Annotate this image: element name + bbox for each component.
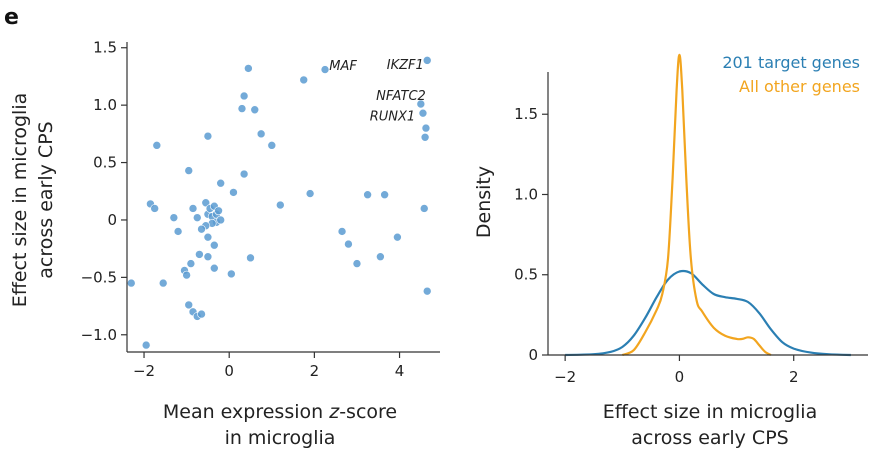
scatter-point [216,215,225,225]
scatter-point [344,239,353,249]
density-lines [565,53,851,357]
gene-annotation: NFATC2 [376,89,426,104]
scatter-y-tick-label: −0.5 [81,268,117,286]
scatter-point [237,104,247,113]
scatter-y-tick-label: 1.0 [93,96,117,114]
scatter-point [184,300,194,310]
density-y-tick-label: 1.0 [514,185,538,203]
scatter-point [239,91,249,101]
scatter-point [244,64,253,73]
scatter-point [305,189,315,198]
scatter-y-tick-label: −1.0 [81,326,117,344]
density-ticks: −2 0 2 0 0.5 1.0 1.5 [514,105,798,386]
scatter-point [186,259,196,268]
scatter-x-label-part1: Mean expression [163,401,329,423]
scatter-x-tick-label: 4 [395,362,405,380]
density-plot: −2 0 2 0 0.5 1.0 1.5 201 target genes All othe… [473,53,868,449]
scatter-point [267,141,277,150]
scatter-point [422,56,432,65]
density-y-label: Density [473,166,495,238]
scatter-points [126,56,432,350]
scatter-point [203,252,213,262]
scatter-point [126,278,136,288]
scatter-x-label-part2: z [328,401,340,423]
scatter-point [299,75,309,85]
scatter-point [393,232,402,242]
scatter-point [141,340,151,350]
scatter-point [201,198,211,208]
scatter-point [209,263,219,273]
scatter-point [229,188,238,197]
density-x-label-line2: across early CPS [631,427,788,449]
scatter-point [421,123,431,133]
density-x-tick-label: 0 [675,368,685,386]
scatter-y-tick-label: 1.5 [93,39,117,57]
density-x-tick-label: −2 [554,368,576,386]
scatter-point [184,166,194,175]
scatter-point [169,213,179,222]
scatter-point [158,278,168,288]
legend-other-genes: All other genes [739,77,860,96]
scatter-ticks: −2 0 2 4 −1.0 −0.5 0 0.5 1.0 1.5 [81,39,405,380]
scatter-point [173,227,183,236]
scatter-x-tick-label: −2 [133,362,155,380]
scatter-y-label-line2: across early CPS [35,121,57,278]
scatter-point [419,204,429,213]
scatter-point [209,240,219,250]
scatter-point [188,204,198,213]
gene-annotation: MAF [329,59,357,74]
scatter-point [380,190,389,200]
scatter-point [152,141,162,150]
scatter-point [195,250,204,259]
scatter-x-label-part3: -score [339,401,397,423]
scatter-point [197,309,206,319]
scatter-point [363,190,372,200]
scatter-point [418,108,428,118]
scatter-plot: MAF IKZF1 NFATC2 RUNX1 −2 0 2 4 −1.0 −0.5 0 0.5 1.0… [9,39,440,449]
density-series-line [621,53,772,357]
density-y-tick-label: 0.5 [514,266,538,284]
gene-annotation: RUNX1 [370,110,415,125]
scatter-x-tick-label: 0 [224,362,234,380]
legend-target-genes: 201 target genes [722,53,860,72]
scatter-point [239,169,249,179]
density-series-line [565,269,851,357]
scatter-point [246,253,255,263]
scatter-y-tick-label: 0.5 [93,154,117,172]
gene-annotation: IKZF1 [387,58,424,73]
scatter-point [416,99,426,109]
scatter-point [256,129,266,139]
scatter-point [250,105,260,115]
scatter-x-label-line2: in microglia [225,427,336,449]
panel-label: e [4,5,19,30]
scatter-point [420,132,430,142]
scatter-point [337,227,347,236]
scatter-point [214,206,223,216]
scatter-x-tick-label: 2 [310,362,320,380]
density-axes [547,72,868,356]
density-x-label-line1: Effect size in microglia [603,401,817,423]
density-y-tick-label: 1.5 [514,105,538,123]
scatter-point [276,200,285,210]
scatter-point [320,65,330,74]
scatter-axes [126,42,440,353]
scatter-point [216,178,225,188]
scatter-point [203,232,213,242]
scatter-point [182,270,191,280]
scatter-y-tick-label: 0 [107,211,117,229]
scatter-point [422,286,432,296]
scatter-point [352,259,362,268]
scatter-point [150,204,159,213]
scatter-point [192,213,202,222]
scatter-point [376,252,385,262]
density-x-tick-label: 2 [789,368,799,386]
density-y-tick-label: 0 [528,346,538,364]
scatter-annotations: MAF IKZF1 NFATC2 RUNX1 [329,58,426,125]
scatter-point [227,269,236,279]
scatter-y-label-line1: Effect size in microglia [9,93,31,307]
scatter-x-label: Mean expression z-score [163,401,397,423]
scatter-point [203,131,213,141]
scatter-point [197,224,206,234]
